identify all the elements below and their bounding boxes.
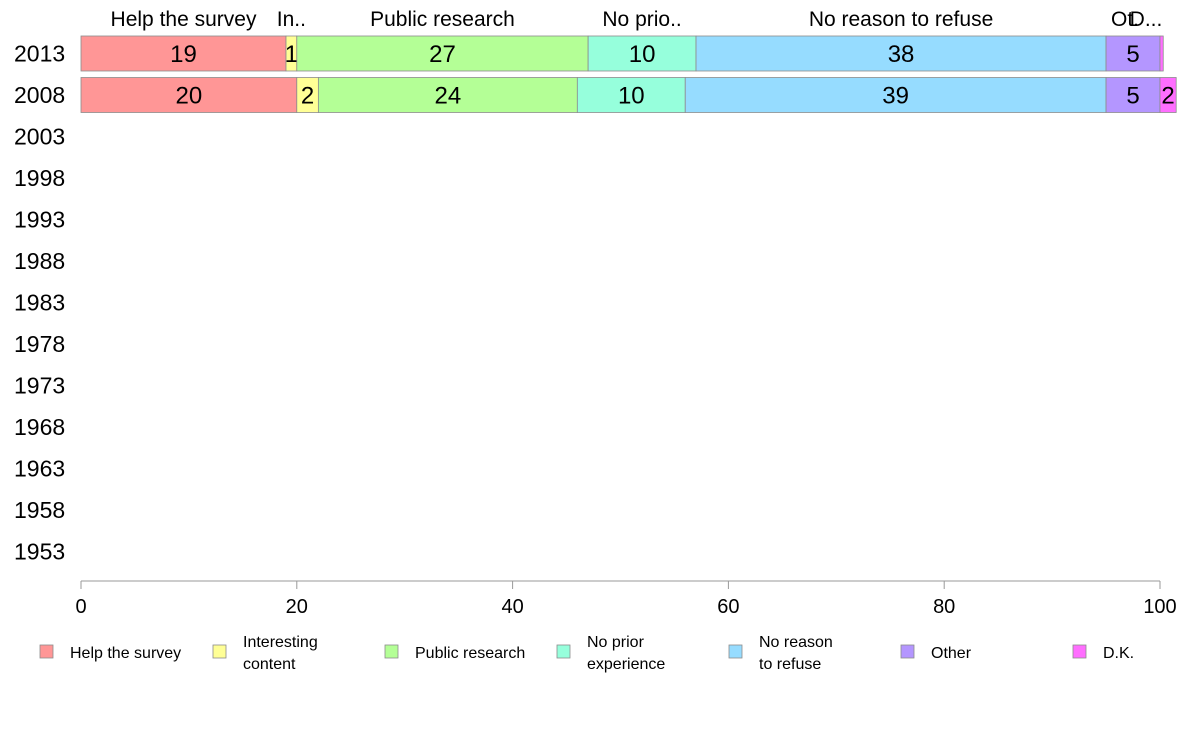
top-category-label: Help the survey: [111, 8, 257, 31]
bar-value-label: 38: [888, 41, 915, 68]
bar-value-label: 1: [285, 41, 298, 68]
x-axis: 0 20 40 60 80 100: [75, 580, 1177, 618]
y-tick-label: 1988: [14, 248, 65, 274]
legend-swatch: [384, 644, 399, 659]
y-tick-label: 1958: [14, 497, 65, 523]
top-category-labels: Help the survey In.. Public research No pri…: [111, 8, 1163, 31]
legend-label: No prior: [587, 634, 645, 651]
x-tick-label: 20: [286, 596, 308, 618]
legend-label: to refuse: [759, 656, 821, 673]
legend-swatch: [212, 644, 227, 659]
legend-label: D.K.: [1103, 645, 1134, 662]
legend-label: Public research: [415, 645, 525, 662]
legend-swatch: [728, 644, 743, 659]
y-tick-label: 2013: [14, 41, 65, 67]
legend-label: Other: [931, 645, 972, 662]
y-tick-label: 1953: [14, 539, 65, 565]
x-tick-label: 100: [1143, 596, 1176, 618]
bar-segment: [80, 77, 298, 113]
legend-label: content: [243, 656, 296, 673]
bar-value-label: 10: [618, 83, 645, 110]
y-tick-label: 1978: [14, 331, 65, 357]
bar-value-label: 5: [1126, 83, 1139, 110]
y-axis-labels: 2013 2008 2003 1998 1993 1988 1983 1978 1973 1968…: [14, 41, 65, 565]
bar-segment: [1159, 77, 1177, 113]
bar-value-label: 39: [882, 83, 909, 110]
bars: 19 1 27 10 38 520 2 24 10 39 5 2: [80, 35, 1177, 113]
legend-label: experience: [587, 656, 665, 673]
top-category-label: Ot.: [1111, 8, 1139, 31]
top-category-label: No prio..: [602, 8, 681, 31]
legend-label: Help the survey: [70, 645, 181, 662]
y-tick-label: 2008: [14, 82, 65, 108]
top-category-label: No reason to refuse: [809, 8, 993, 31]
y-tick-label: 1968: [14, 414, 65, 440]
bar-segment: [1159, 35, 1164, 72]
bar-value-label: 10: [629, 41, 656, 68]
top-category-label: In..: [277, 8, 306, 31]
y-tick-label: 1963: [14, 456, 65, 482]
bar-segment: [695, 35, 1107, 72]
bar-segment: [684, 77, 1107, 113]
legend: Help the survey Interesting content Public …: [39, 634, 1134, 673]
bar-value-label: 20: [176, 83, 203, 110]
y-tick-label: 1983: [14, 290, 65, 316]
legend-label: No reason: [759, 634, 833, 651]
legend-label: Interesting: [243, 634, 318, 651]
legend-swatch: [39, 644, 54, 659]
bar-segment: [576, 77, 686, 113]
bar-segment: [1105, 77, 1161, 113]
bar-segment: [317, 77, 578, 113]
bar-value-label: 27: [429, 41, 456, 68]
y-tick-label: 1973: [14, 373, 65, 399]
bar-value-label: 2: [301, 83, 314, 110]
bar-value-label: 19: [170, 41, 197, 68]
bar-segment: [1105, 35, 1161, 72]
x-tick-label: 60: [717, 596, 739, 618]
legend-swatch: [1072, 644, 1087, 659]
bar-segment: [587, 35, 697, 72]
y-tick-label: 1998: [14, 165, 65, 191]
y-tick-label: 1993: [14, 207, 65, 233]
top-category-label: D...: [1130, 8, 1163, 31]
x-tick-label: 40: [501, 596, 523, 618]
bar-value-label: 24: [435, 83, 462, 110]
bar-value-label: 5: [1126, 41, 1139, 68]
bar-value-label: 2: [1161, 83, 1174, 110]
legend-swatch: [900, 644, 915, 659]
x-tick-label: 0: [75, 596, 86, 618]
x-tick-label: 80: [933, 596, 955, 618]
top-category-label: Public research: [370, 8, 515, 31]
legend-swatch: [556, 644, 571, 659]
y-tick-label: 2003: [14, 124, 65, 150]
